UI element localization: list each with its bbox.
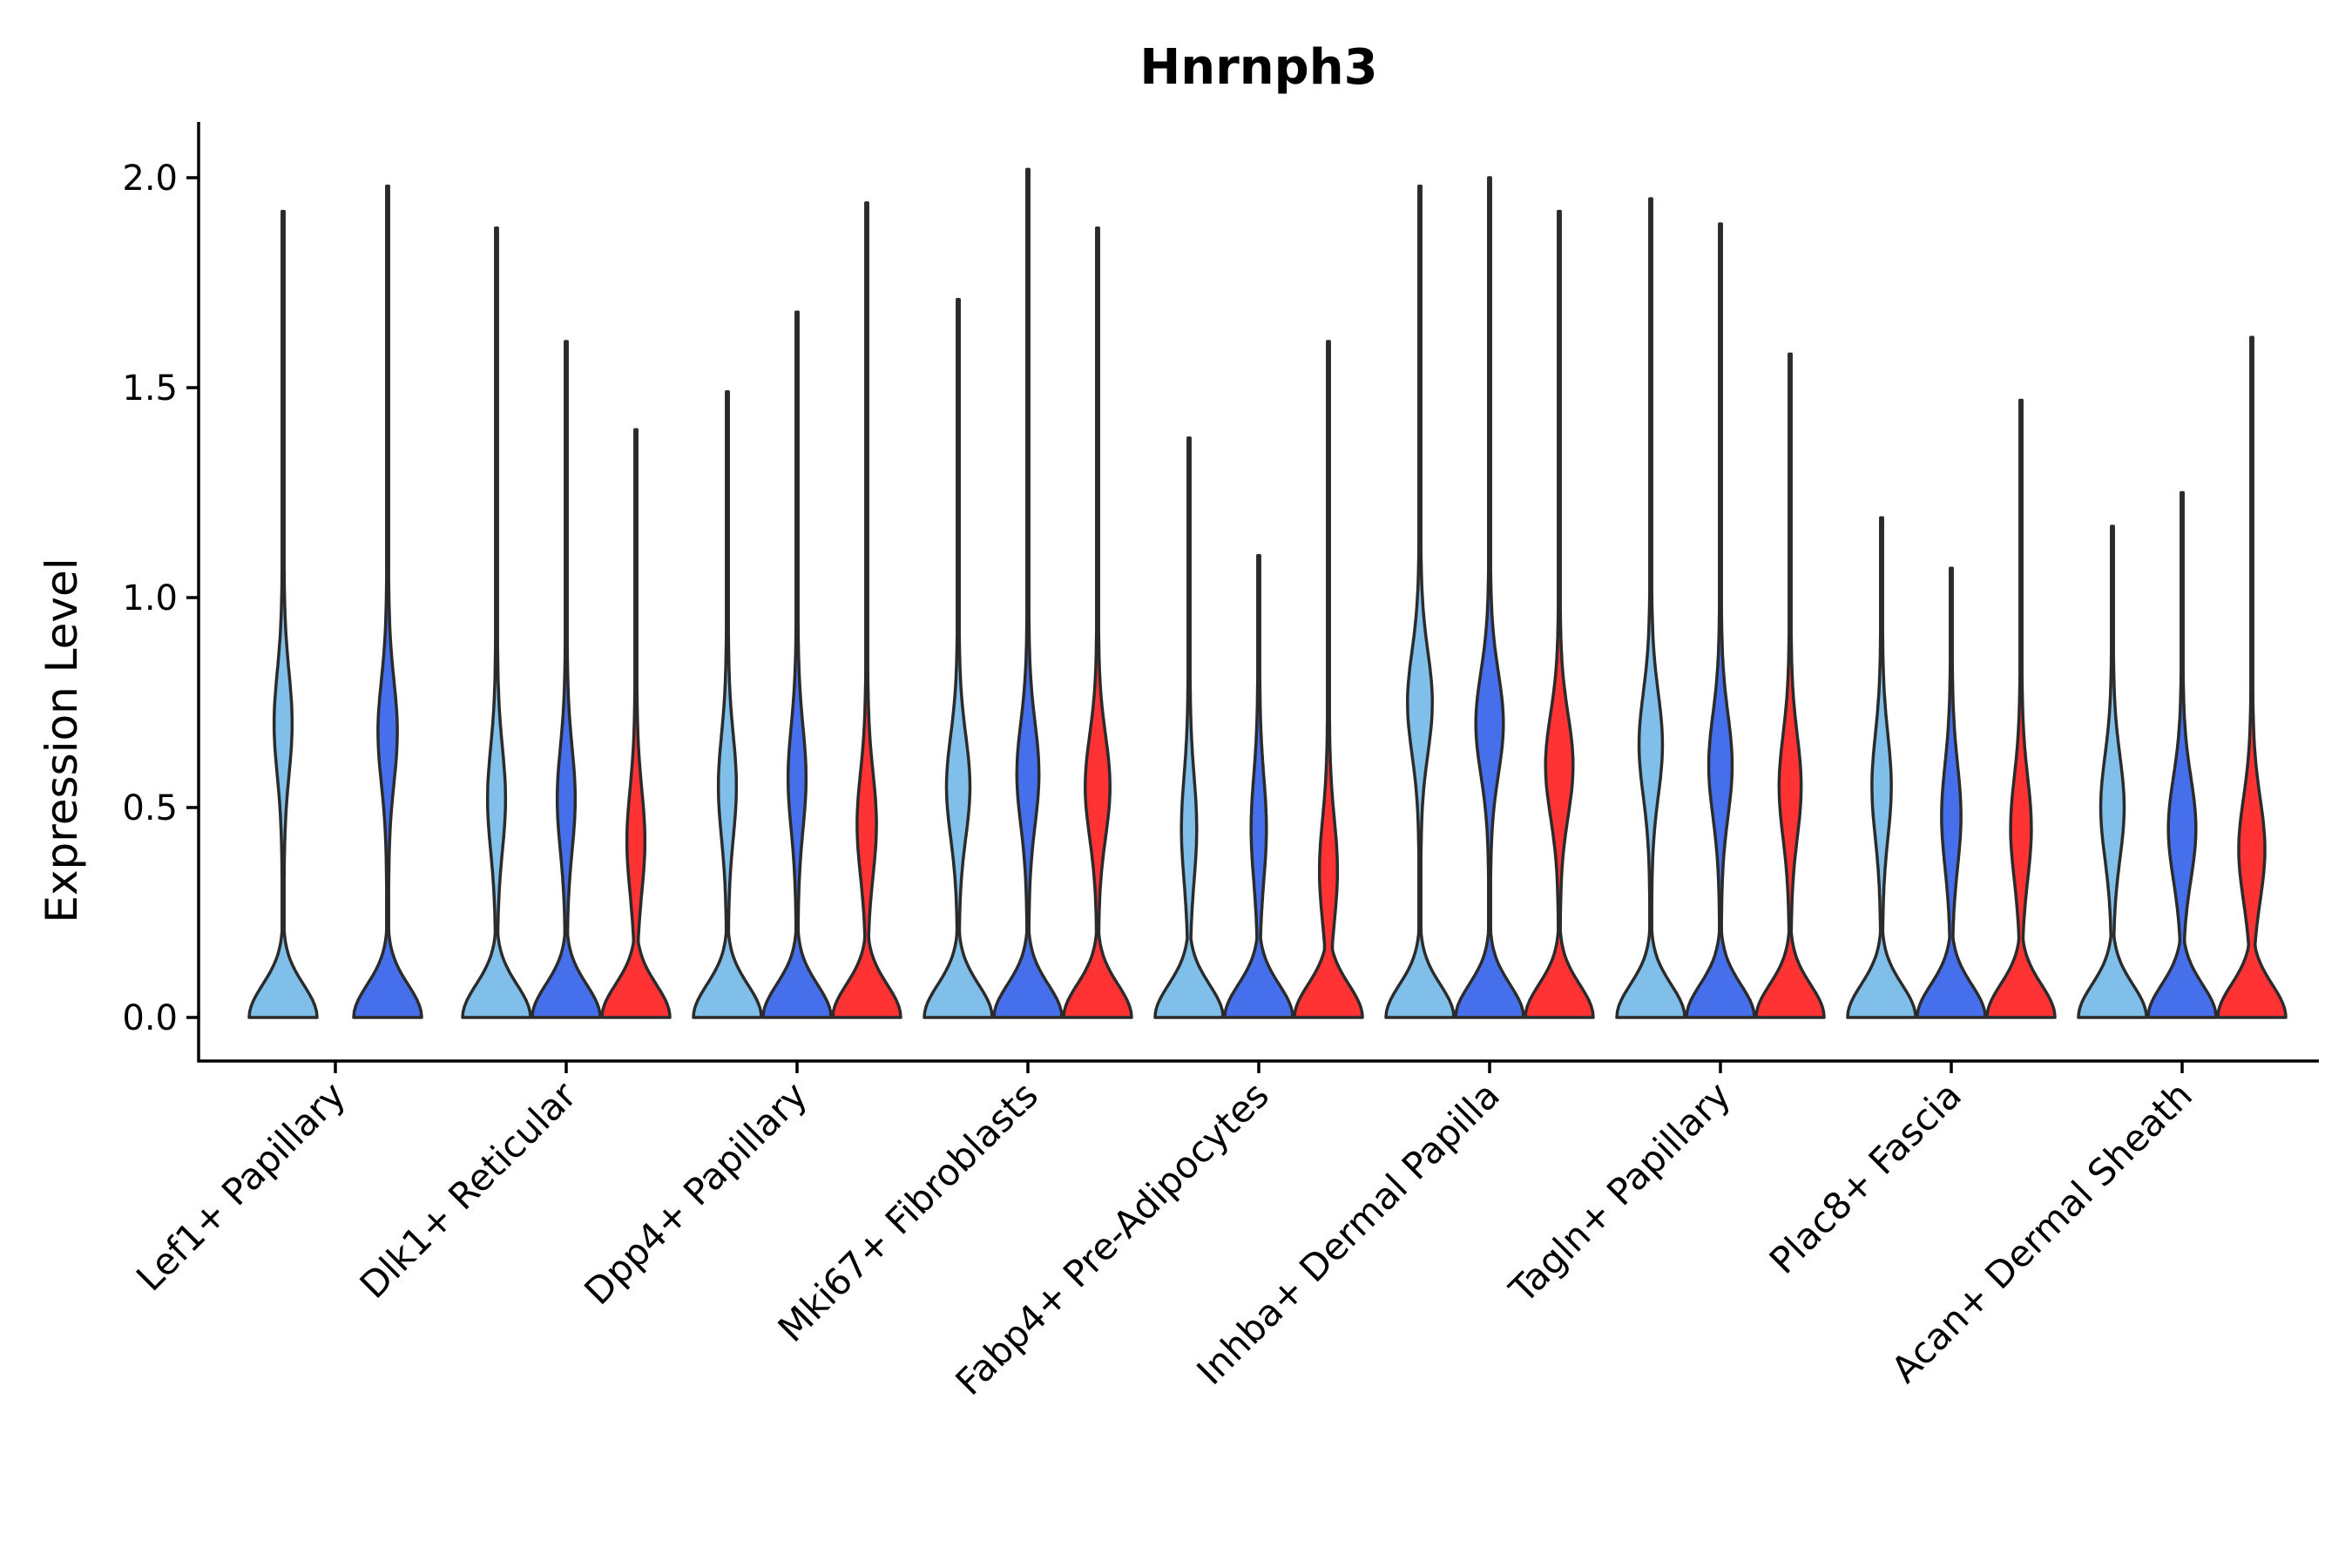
- x-category-label: Tagln+ Papillary: [1501, 1073, 1739, 1311]
- violin-9-1: [2077, 524, 2148, 1019]
- violin-8-2: [1916, 566, 1987, 1019]
- violin-7-2: [1685, 222, 1756, 1019]
- violin-4-3: [1062, 226, 1133, 1019]
- x-category-label: Dpp4+ Papillary: [576, 1073, 815, 1313]
- y-axis-label: Expression Level: [37, 558, 87, 923]
- violin-5-1: [1153, 436, 1225, 1019]
- violin-2-1: [461, 226, 532, 1019]
- y-tick-label: 0.0: [122, 998, 178, 1038]
- violin-3-3: [831, 201, 902, 1019]
- violin-6-3: [1524, 209, 1595, 1019]
- y-axis-ticks: 0.0 0.5 1.0 1.5 2.0: [122, 159, 199, 1038]
- violin-8-3: [1985, 398, 2057, 1019]
- axis-lines: [197, 122, 2319, 1063]
- violin-8-1: [1846, 516, 1917, 1019]
- y-tick-label: 1.0: [122, 578, 178, 618]
- violin-6-2: [1454, 176, 1525, 1019]
- violin-9-2: [2146, 490, 2218, 1019]
- violin-6-1: [1384, 184, 1456, 1019]
- x-category-label: Dlk1+ Reticular: [352, 1073, 585, 1307]
- violin-4-2: [992, 167, 1064, 1019]
- y-tick-label: 1.5: [122, 368, 178, 409]
- violin-3-2: [761, 310, 833, 1019]
- violin-7-3: [1754, 352, 1826, 1019]
- x-category-label: Plac8+ Fascia: [1761, 1073, 1970, 1281]
- y-tick-label: 0.5: [122, 788, 178, 828]
- violin-2-2: [531, 340, 602, 1019]
- violin-layer: [247, 167, 2288, 1019]
- violin-7-1: [1615, 197, 1686, 1019]
- violin-1-2: [352, 184, 423, 1019]
- violin-3-1: [692, 390, 763, 1019]
- chart-title: Hnrnph3: [1139, 39, 1377, 96]
- violin-1-1: [247, 209, 319, 1019]
- violin-5-2: [1223, 554, 1294, 1019]
- violin-9-3: [2216, 335, 2288, 1019]
- y-tick-label: 2.0: [122, 159, 178, 199]
- x-category-label: Mki67+ Fibroblasts: [770, 1073, 1046, 1349]
- violin-2-3: [600, 428, 672, 1019]
- x-category-label: Lef1+ Papillary: [128, 1073, 354, 1299]
- violin-5-3: [1293, 340, 1364, 1019]
- violin-4-1: [923, 298, 994, 1019]
